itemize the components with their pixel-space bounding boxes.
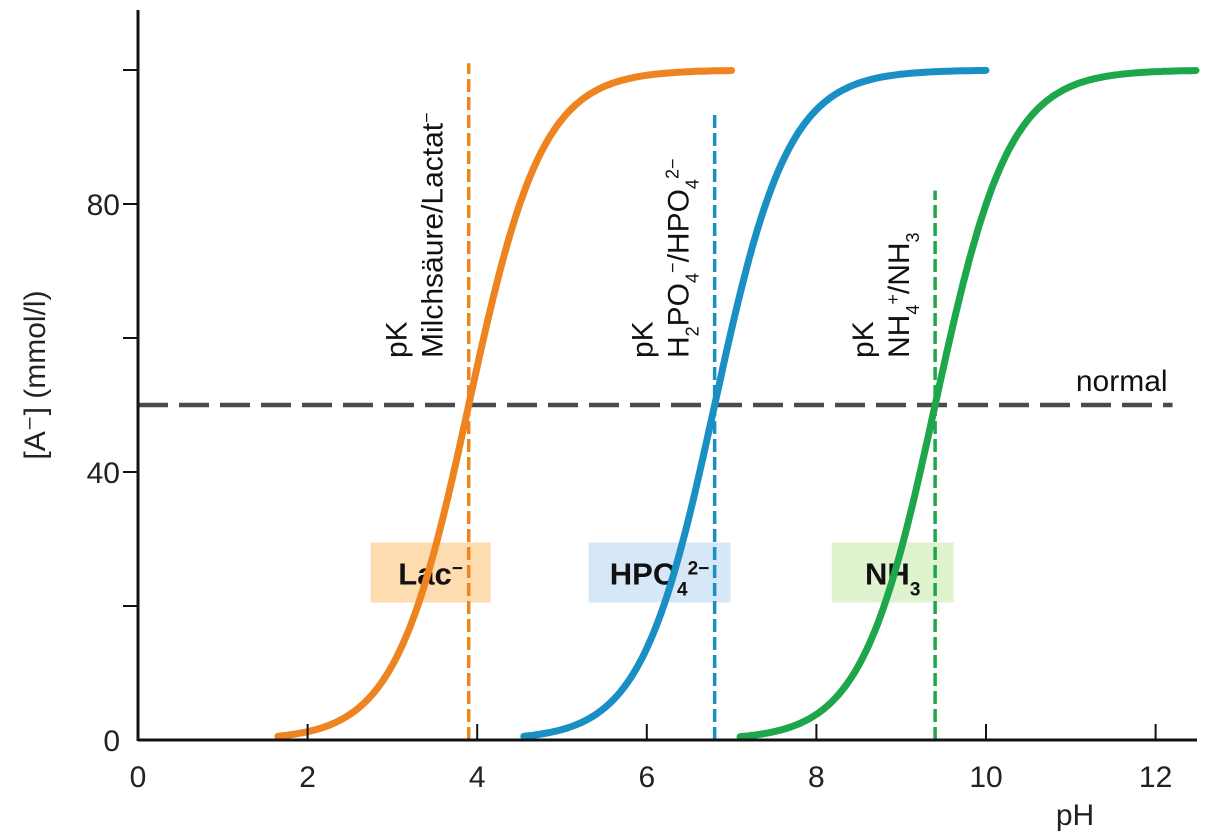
pk-pair-label-part: /NH [883, 242, 916, 294]
species-label-part: 3 [910, 579, 921, 600]
x-tick-label: 2 [299, 761, 316, 794]
pk-marker-lines [466, 63, 937, 740]
x-tick-label: 12 [1139, 761, 1172, 794]
pk-pair-label-part: 4 [683, 179, 703, 189]
species-label-part: 2− [688, 558, 710, 579]
species-label: HPO42− [610, 557, 709, 601]
pk-pair-label: H2PO4−/HPO42− [663, 159, 703, 358]
x-tick-label: 6 [638, 761, 655, 794]
pk-label-part: pK [847, 321, 880, 358]
species-label-boxes: Lac− HPO42− NH3 [370, 542, 954, 603]
series-line [274, 67, 736, 740]
y-tick-label: 80 [87, 189, 120, 222]
species-box [588, 542, 731, 603]
pk-pair-label-part: 4 [683, 273, 703, 283]
y-tick-label: 0 [103, 725, 120, 758]
x-tick-label: 10 [969, 761, 1002, 794]
pk-pair-label-part: Milchsäure/Lactat [417, 122, 450, 358]
pk-pair-label-part: 2 [683, 326, 703, 336]
pk-label: pK [381, 321, 414, 358]
titration-curves [274, 66, 1200, 741]
normal-reference-line: normal [138, 365, 1173, 408]
pk-label: pK [627, 321, 660, 358]
species-label-part: − [452, 558, 463, 579]
pk-pair-label-part: PO [663, 283, 696, 326]
pk-pair-label: NH4+/NH3 [883, 232, 923, 358]
pk-pair-label-part: /HPO [663, 189, 696, 262]
pk-pair-label-part: NH [883, 315, 916, 358]
series-line [736, 67, 1200, 741]
x-tick-label: 4 [469, 761, 486, 794]
pk-label-part: pK [627, 321, 660, 358]
pk-pair-label-part: 4 [903, 305, 923, 315]
series-line [520, 66, 990, 740]
pk-pair-label-part: − [663, 262, 683, 273]
pk-pair-label-part: + [883, 294, 903, 305]
x-axis-label: pH [1056, 799, 1094, 832]
pk-pair-label-part: 3 [903, 232, 923, 242]
pk-pair-label-part: − [417, 112, 437, 123]
x-tick-label: 0 [130, 761, 147, 794]
text-labels: pK Milchsäure/Lactat−pK H2PO4−/HPO42−pK NH4… [381, 112, 923, 358]
axes [136, 10, 1197, 742]
pk-pair-label-part: H [663, 336, 696, 358]
pk-label-part: pK [381, 321, 414, 358]
y-axis-label: [A⁻] (mmol/l) [19, 290, 52, 459]
y-tick-label: 40 [87, 457, 120, 490]
species-label-part: 4 [677, 579, 688, 600]
pk-pair-label: Milchsäure/Lactat− [417, 112, 450, 358]
pk-pair-label-part: 2− [663, 159, 683, 180]
pk-label: pK [847, 321, 880, 358]
species-label-part: HPO [610, 557, 677, 592]
normal-label: normal [1076, 365, 1168, 398]
axis-ticks: 0 2 4 6 8 10 12 0 40 80 [87, 69, 1172, 794]
x-tick-label: 8 [808, 761, 825, 794]
